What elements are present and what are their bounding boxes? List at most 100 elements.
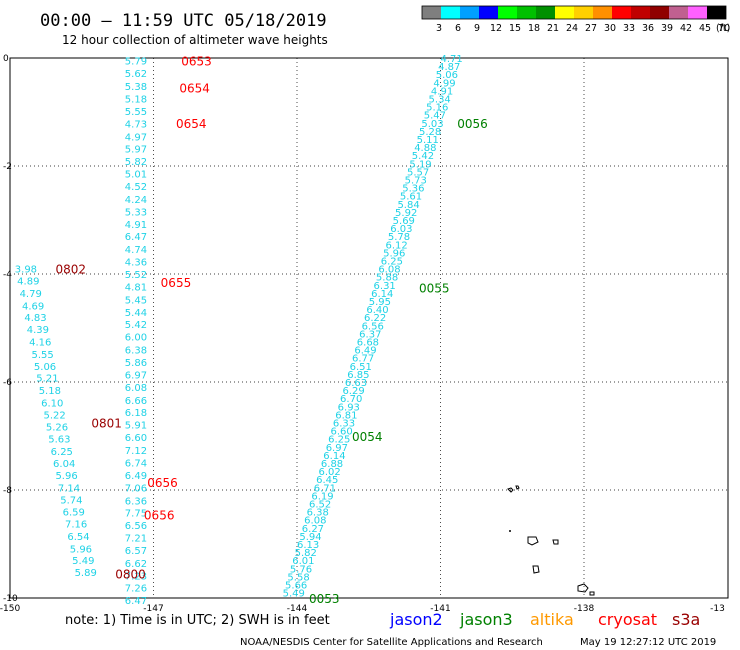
jason3-swh-value: 6.14 [371,289,393,300]
cryosat-swh-value: 4.81 [125,282,147,293]
island-outline [527,536,539,546]
jason3-swh-value: 6.63 [345,378,367,389]
jason3-swh-value: 5.16 [426,103,448,114]
cryosat-swh-value: 5.33 [125,207,147,218]
s3a-pass-label: 0800 [115,568,146,582]
lon-tick-label: -144 [287,604,308,614]
island-outline [515,485,520,490]
legend-label: 21 [547,23,559,34]
legend-swatch [441,6,460,19]
legend-swatch [422,6,441,19]
jason3-swh-value: 5.34 [429,95,451,106]
cryosat-swh-value: 6.38 [125,346,147,357]
s3a-swh-value: 4.39 [27,325,49,336]
cryosat-swh-value: 5.42 [125,320,147,331]
jason3-swh-value: 5.76 [290,564,312,575]
jason3-swh-value: 6.25 [381,257,403,268]
legend-label: 42 [680,23,692,34]
jason3-pass-label: 0056 [457,117,488,131]
s3a-swh-value: 5.06 [34,362,56,373]
satellite-legend-s3a: s3a [672,610,700,629]
jason3-swh-value: 5.69 [393,216,415,227]
jason3-swh-value: 5.92 [395,208,417,219]
cryosat-swh-value: 5.38 [125,82,147,93]
jason3-swh-value: 6.14 [323,451,345,462]
cryosat-swh-value: 5.18 [125,95,147,106]
legend-swatch [479,6,498,19]
jason3-swh-value: 4.71 [441,54,463,65]
map-frame: -150 -147 -144 -141 -138 -13 0 -2 -4 -6 -8 -10 5.79… [0,54,729,614]
legend-swatch [631,6,650,19]
legend-label: 3 [436,23,442,34]
cryosat-swh-value: 7.06 [125,483,147,494]
jason3-swh-value: 6.08 [304,516,326,527]
cryosat-swh-value: 6.57 [125,546,147,557]
lon-tick-label: -147 [143,604,163,614]
jason3-swh-value: 6.45 [316,475,338,486]
cryosat-swh-value: 6.47 [125,232,147,243]
islands [507,485,595,596]
cryosat-swh-value: 5.86 [125,358,147,369]
cryosat-swh-value: 7.23 [125,571,147,582]
s3a-swh-value: 6.10 [41,399,63,410]
s3a-swh-value: 5.63 [48,435,70,446]
jason3-swh-value: 6.71 [314,483,336,494]
jason3-swh-value: 5.66 [285,581,307,592]
jason3-swh-value: 5.73 [405,176,427,187]
legend-label: 24 [566,23,578,34]
s3a-swh-value: 5.21 [36,374,58,385]
cryosat-swh-value: 4.91 [125,220,147,231]
legend-swatch [555,6,574,19]
legend-unit: (ft) [716,23,730,34]
cryosat-pass-label: 0656 [147,476,178,490]
cryosat-pass-label: 0655 [161,276,192,290]
jason3-swh-value: 6.68 [357,338,379,349]
cryosat-swh-value: 4.74 [125,245,147,256]
s3a-swh-value: 6.25 [51,447,73,458]
legend-swatch [517,6,536,19]
s3a-pass-label: 0802 [55,263,86,277]
jason3-swh-value: 6.25 [328,435,350,446]
credit-text: NOAA/NESDIS Center for Satellite Applica… [240,637,543,648]
cryosat-swh-value: 5.52 [125,270,147,281]
jason3-swh-value: 4.87 [438,62,460,73]
cryosat-swh-value: 6.74 [125,458,147,469]
legend-label: 15 [509,23,521,34]
s3a-swh-value: 5.96 [70,544,92,555]
cryosat-swh-value: 5.79 [125,57,147,68]
map-border [9,57,729,599]
lat-tick-label: -8 [3,486,12,496]
cryosat-pass-label: 0654 [179,82,210,96]
island-outline [507,487,514,493]
jason3-swh-value: 6.33 [333,419,355,430]
jason3-swh-value: 6.19 [311,491,333,502]
axis-tick-labels: -150 -147 -144 -141 -138 -13 0 -2 -4 -6 -8 -10 [0,54,725,614]
cryosat-swh-value: 5.55 [125,107,147,118]
s3a-swh-value: 5.18 [39,386,61,397]
lon-tick-label: -141 [430,604,450,614]
jason3-swh-value: 6.49 [354,346,376,357]
cryosat-swh-value: 7.12 [125,446,147,457]
s3a-swh-value: 5.74 [60,496,82,507]
legend-swatch [574,6,593,19]
legend-swatch [669,6,688,19]
legend-label: 45 [699,23,711,34]
s3a-swh-value: 6.04 [53,459,75,470]
cryosat-swh-value: 7.26 [125,584,147,595]
wave-height-values: 5.795.625.385.185.554.734.975.975.825.01… [15,54,463,607]
satellite-legend-cryosat: cryosat [598,610,657,629]
jason3-swh-value: 6.38 [307,508,329,519]
lon-tick-label: -13 [710,604,725,614]
jason3-pass-label: 0054 [352,430,383,444]
jason3-swh-value: 6.12 [385,240,407,251]
s3a-swh-value: 5.55 [32,350,54,361]
jason3-swh-value: 6.51 [350,362,372,373]
s3a-swh-value: 4.69 [22,301,44,312]
jason3-swh-value: 6.88 [321,459,343,470]
jason3-swh-value: 6.52 [309,500,331,511]
s3a-swh-value: 5.89 [75,568,97,579]
legend-swatch [460,6,479,19]
s3a-swh-value: 5.26 [46,422,68,433]
cryosat-pass-label: 0656 [144,508,175,522]
